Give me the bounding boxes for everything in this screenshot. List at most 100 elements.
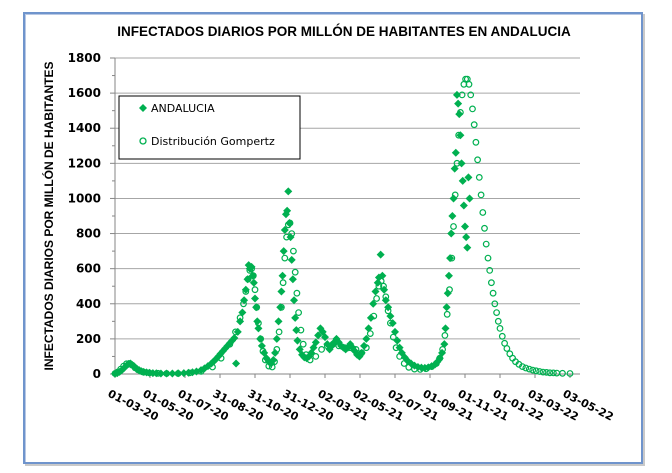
gompertz-point [405,363,413,371]
gompertz-point [197,368,205,375]
andalucia-point [321,333,329,342]
gompertz-point [382,293,390,301]
andalucia-point [456,131,465,140]
gompertz-point [496,325,504,332]
andalucia-point [283,206,292,215]
gompertz-point [439,346,447,353]
gompertz-point [366,330,374,338]
gompertz-point [470,121,478,129]
gompertz-point [259,347,267,355]
gompertz-point [253,303,261,311]
legend: ANDALUCIA Distribución Gompertz [118,95,301,160]
gompertz-point [380,282,387,290]
andalucia-point [279,247,288,256]
gompertz-point [559,369,566,377]
andalucia-point [311,338,320,347]
gompertz-point [469,105,476,113]
andalucia-point [232,359,241,368]
gompertz-point [519,363,526,371]
gompertz-point [503,345,511,352]
legend-label-andalucia: ANDALUCIA [151,102,215,115]
andalucia-point [461,222,469,231]
andalucia-point [251,294,259,303]
gompertz-point [261,356,269,364]
andalucia-point [247,262,256,271]
gompertz-point [546,369,554,377]
andalucia-point [280,226,289,235]
gompertz-point [482,240,490,248]
y-tick-label: 600 [76,262,101,276]
andalucia-point [373,278,382,287]
andalucia-point [462,233,471,242]
gompertz-point [370,312,378,320]
gompertz-point [448,254,456,262]
gompertz-point [472,138,480,146]
andalucia-point [314,331,323,340]
andalucia-point [288,275,297,284]
andalucia-point [274,317,283,326]
gompertz-point [488,279,495,287]
gompertz-point [284,221,292,229]
chart-title: INFECTADOS DIARIOS POR MILLÓN DE HABITAN… [117,24,571,39]
gompertz-point [352,346,360,353]
gompertz-point [550,369,557,377]
gompertz-point [318,346,326,353]
gompertz-point [525,365,533,373]
gompertz-point [529,366,537,374]
andalucia-point [276,303,285,312]
gompertz-point [443,310,451,318]
gompertz-point [240,300,247,308]
andalucia-point [179,369,188,378]
gompertz-point [312,353,320,360]
andalucia-point [443,289,452,298]
gompertz-point [236,314,244,322]
gompertz-point [392,344,400,352]
gompertz-point [498,332,506,340]
andalucia-point [446,254,455,263]
gompertz-point [489,289,497,297]
y-axis-ticks: 0 200 400 600 800 1000 1200 1400 1600 1800 [68,51,116,381]
andalucia-point [168,369,177,378]
gompertz-point [362,344,370,352]
legend-box [118,95,301,160]
andalucia-point [284,187,293,196]
gompertz-point [494,317,502,325]
andalucia-point [293,336,302,345]
gompertz-point [432,360,440,367]
gompertz-point [145,369,153,377]
gompertz-point [484,254,492,262]
andalucia-point [291,313,300,322]
andalucia-point [277,287,286,296]
gompertz-point [254,319,262,327]
gompertz-point [441,332,449,339]
gompertz-point [306,356,314,364]
gompertz-point [553,369,561,377]
gompertz-point [532,367,540,375]
gompertz-point [428,363,436,371]
gompertz-point [232,328,239,336]
gompertz-point [174,370,182,377]
gompertz-point [251,286,259,294]
gompertz-point [543,369,550,376]
gompertz-point [242,288,250,295]
andalucia-point [257,341,266,350]
y-tick-label: 1200 [68,156,101,170]
andalucia-point [458,176,467,185]
gompertz-point [446,286,453,294]
andalucia-point [271,348,280,357]
gompertz-point [291,268,299,276]
gompertz-point [491,300,499,308]
gompertz-point [137,367,145,375]
gompertz-point [217,354,225,362]
gompertz-point [457,108,464,116]
andalucia-point [369,299,378,308]
gompertz-point [475,173,483,181]
gompertz-point [295,309,303,317]
andalucia-point [152,369,161,378]
gompertz-point [265,362,273,370]
gompertz-point [302,351,310,359]
chart-frame [23,12,643,464]
gompertz-point [522,364,530,372]
gompertz-point [474,156,482,164]
